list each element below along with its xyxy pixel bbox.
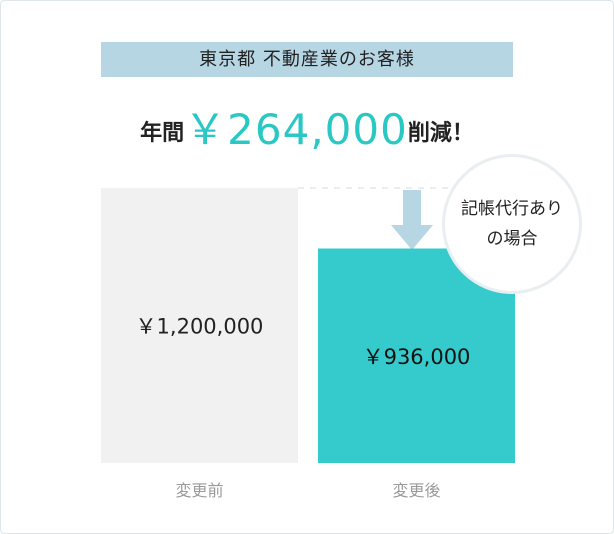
category-label-before: 変更前 bbox=[175, 481, 223, 500]
badge-line-1: 記帳代行あり bbox=[461, 199, 563, 219]
arrow-down-icon bbox=[391, 190, 433, 250]
bar-before bbox=[101, 188, 298, 463]
bar-value-label-before: ￥1,200,000 bbox=[136, 315, 264, 339]
bar-value-label-after: ￥936,000 bbox=[363, 345, 471, 369]
savings-headline: 年間￥264,000削減！ bbox=[0, 96, 614, 157]
badge-line-2: の場合 bbox=[486, 229, 538, 249]
headline-suffix: 削減！ bbox=[407, 121, 474, 146]
client-banner: 東京都 不動産業のお客様 bbox=[101, 42, 513, 77]
headline-prefix: 年間 bbox=[140, 121, 185, 146]
bookkeeping-badge: 記帳代行あり の場合 bbox=[442, 154, 582, 294]
category-label-after: 変更後 bbox=[392, 481, 440, 500]
savings-amount: ￥264,000 bbox=[184, 105, 408, 154]
